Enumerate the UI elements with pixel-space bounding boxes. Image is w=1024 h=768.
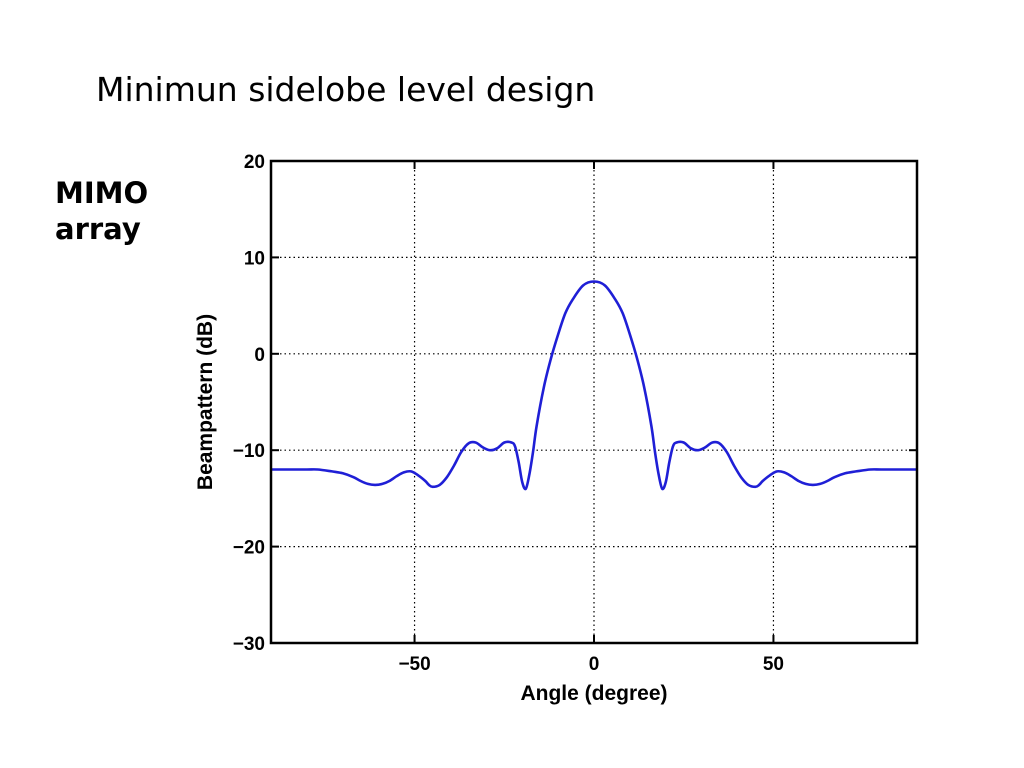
frame-layer [269,159,919,645]
label-layer: Angle (degree) Beampattern (dB) −50 0 50 20… [194,152,784,705]
x-tick-label: 0 [589,654,600,675]
side-label-line-1: MIMO [55,176,149,210]
y-tick-label: 0 [254,345,265,366]
side-label-line-2: array [55,212,141,247]
y-tick-label: −10 [233,441,265,462]
grid-layer [271,161,917,643]
x-axis-title: Angle (degree) [520,682,667,705]
x-tick-label: −50 [398,654,430,675]
y-tick-label: 20 [244,152,265,173]
y-tick-label: −30 [233,634,265,655]
series-layer [271,280,917,491]
y-tick-label: 10 [244,248,265,269]
y-axis-title: Beampattern (dB) [194,314,217,490]
x-tick-label: 50 [763,654,784,675]
slide-title: Minimun sidelobe level design [96,70,596,109]
beampattern-line [271,280,917,491]
side-label: MIMO array [55,175,148,248]
y-tick-label: −20 [233,538,265,559]
plot-frame [269,159,919,645]
